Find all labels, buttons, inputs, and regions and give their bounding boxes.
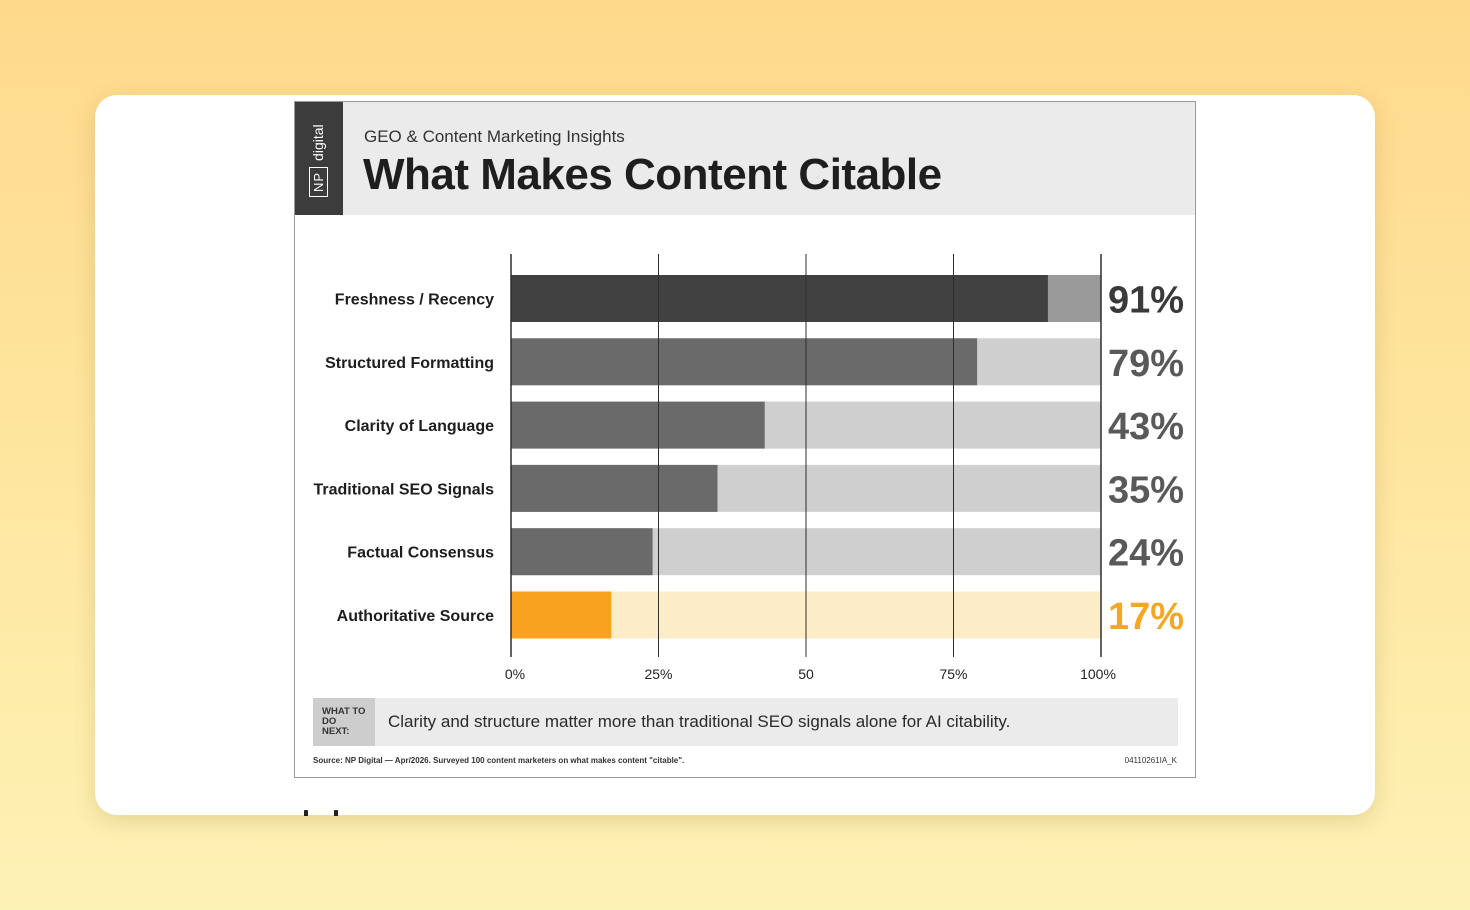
bar	[511, 591, 612, 639]
tick-label: 50	[798, 666, 814, 682]
value-label: 24%	[1108, 533, 1184, 575]
infographic: NP digital GEO & Content Marketing Insig…	[294, 101, 1196, 778]
tick-label: 75%	[939, 666, 967, 682]
category-label: Clarity of Language	[345, 418, 494, 435]
value-label: 91%	[1108, 280, 1184, 322]
bar	[511, 528, 653, 576]
next-heading-fragment	[300, 808, 360, 816]
category-label: Traditional SEO Signals	[314, 481, 495, 498]
bar-chart: Freshness / Recency 91% Structured Formatt…	[295, 254, 1195, 682]
source-note: Source: NP Digital — Apr/2026. Surveyed …	[313, 756, 685, 765]
infographic-subtitle: GEO & Content Marketing Insights	[364, 127, 625, 146]
brand-logo: NP digital	[295, 102, 343, 215]
bar	[511, 275, 1048, 322]
category-label: Structured Formatting	[325, 355, 494, 372]
value-label: 43%	[1108, 406, 1184, 448]
bar	[511, 401, 765, 449]
what-to-do-next-panel: WHAT TO DO NEXT: Clarity and structure m…	[313, 698, 1178, 746]
chart-code: 04110261IA_K	[1124, 756, 1177, 765]
bar	[511, 464, 718, 512]
tick-label: 100%	[1080, 666, 1116, 682]
category-label: Freshness / Recency	[335, 292, 494, 309]
tick-label: 25%	[644, 666, 672, 682]
infographic-header: NP digital GEO & Content Marketing Insig…	[295, 102, 1195, 215]
infographic-title: What Makes Content Citable	[363, 150, 942, 199]
value-label: 35%	[1108, 469, 1184, 511]
value-label: 17%	[1108, 596, 1184, 638]
category-label: Authoritative Source	[337, 608, 494, 625]
recommendation-text: Clarity and structure matter more than t…	[388, 712, 1011, 731]
what-to-do-next-badge: WHAT TO DO NEXT:	[313, 698, 375, 746]
tick-label: 0%	[505, 666, 525, 682]
value-label: 79%	[1108, 343, 1184, 385]
bar	[511, 338, 978, 386]
category-label: Factual Consensus	[347, 545, 494, 562]
